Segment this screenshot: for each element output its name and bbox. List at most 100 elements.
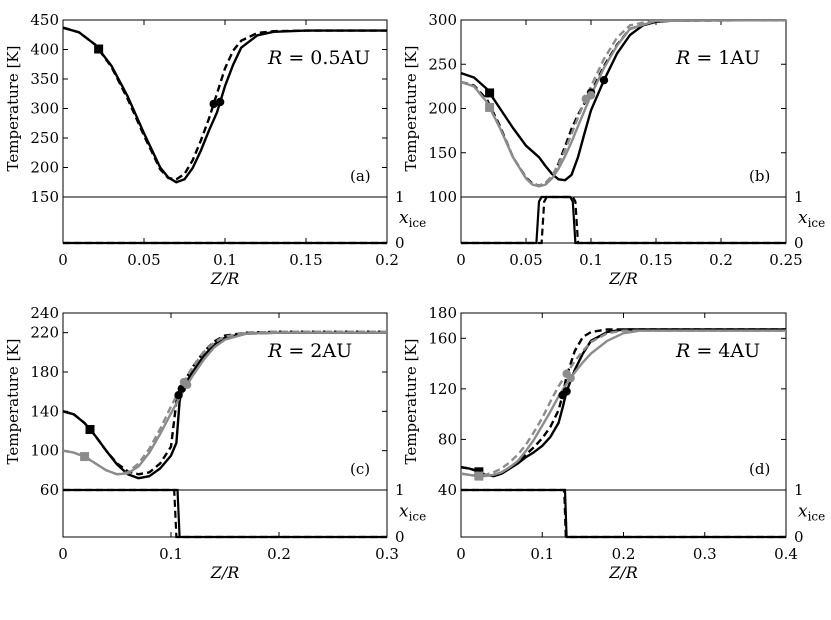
y-axis-label: Temperature [K]: [402, 46, 420, 172]
temperature-series-group: [461, 20, 786, 188]
x-tick-label: 0.1: [213, 251, 237, 269]
x-tick-label: 0.3: [693, 545, 717, 563]
series-line-black-dashed: [63, 330, 387, 476]
x-tick-label: 0.2: [612, 545, 636, 563]
ice-axis-label: xice: [399, 502, 426, 524]
circle-marker: [215, 97, 225, 107]
ice-tick-label: 1: [794, 188, 804, 206]
y-tick-label: 180: [30, 363, 59, 381]
x-tick-label: 0.2: [375, 251, 399, 269]
panel-label: (b): [749, 167, 770, 185]
y-tick-label: 160: [428, 329, 457, 347]
x-tick-label: 0.1: [530, 545, 554, 563]
ice-line-x_ice-solid: [461, 488, 786, 539]
temperature-series-group: [461, 328, 786, 478]
x-tick-label: 0: [58, 251, 68, 269]
x-axis-label: Z/R: [210, 563, 240, 582]
x-tick-label: 0: [58, 545, 68, 563]
ice-axis-label: xice: [798, 502, 825, 524]
ice-axes-frame: [62, 489, 388, 538]
series-line-model-dashed: [63, 26, 387, 181]
x-tick-label: 0.1: [159, 545, 183, 563]
y-axis-label: Temperature [K]: [402, 339, 420, 465]
ice-axis-label: xice: [399, 208, 426, 230]
y-tick-label: 150: [428, 144, 457, 162]
circle-marker: [209, 99, 218, 109]
square-marker: [474, 471, 484, 481]
square-marker: [485, 88, 495, 98]
ice-axes-frame: [460, 489, 787, 538]
temperature-series-group: [63, 26, 387, 184]
series-line-gray-dashed: [461, 329, 786, 478]
y-tick-label: 80: [438, 430, 457, 448]
circle-marker: [179, 377, 189, 387]
y-tick-label: 450: [30, 11, 59, 29]
x-tick-label: 0: [456, 251, 466, 269]
y-tick-label: 400: [30, 41, 59, 59]
y-tick-label: 150: [30, 188, 59, 206]
x-tick-label: 0.3: [375, 545, 399, 563]
y-tick-label: 250: [30, 129, 59, 147]
x-tick-label: 0.05: [127, 251, 160, 269]
radius-annotation: R = 1AU: [675, 47, 760, 69]
ice-line-x_ice-solid: [63, 488, 387, 539]
y-tick-label: 180: [428, 304, 457, 322]
y-tick-label: 140: [30, 402, 59, 420]
y-tick-label: 240: [30, 304, 59, 322]
series-line-gray-dashed: [461, 20, 786, 187]
ice-tick-label: 0: [794, 234, 804, 252]
x-tick-label: 0.05: [509, 251, 542, 269]
radius-annotation: R = 2AU: [267, 340, 352, 362]
panel-label: (a): [350, 167, 371, 185]
ice-axes-frame: [62, 196, 388, 244]
x-tick-label: 0: [456, 545, 466, 563]
x-tick-label: 0.1: [579, 251, 603, 269]
ice-series-group: [461, 488, 786, 539]
x-tick-label: 0.15: [639, 251, 672, 269]
y-tick-label: 40: [438, 481, 457, 499]
x-axis-label: Z/R: [210, 269, 240, 288]
x-tick-label: 0.15: [289, 251, 322, 269]
ice-tick-label: 1: [395, 481, 405, 499]
ice-tick-label: 1: [794, 481, 804, 499]
x-axis-label: Z/R: [608, 563, 638, 582]
series-line-black-solid: [461, 20, 786, 182]
ice-line-x_ice-dashed: [461, 195, 786, 245]
square-marker: [485, 102, 495, 112]
square-marker: [80, 452, 90, 462]
y-axis-label: Temperature [K]: [4, 46, 22, 172]
ice-line-x_ice-dashed: [461, 488, 786, 539]
y-tick-label: 220: [30, 324, 59, 342]
y-tick-label: 60: [40, 481, 59, 499]
y-tick-label: 200: [30, 159, 59, 177]
y-tick-label: 200: [428, 100, 457, 118]
ice-tick-label: 0: [395, 234, 405, 252]
ice-series-group: [461, 195, 786, 245]
square-marker: [94, 44, 104, 54]
y-axis-label: Temperature [K]: [4, 339, 22, 465]
ice-axes-frame: [460, 196, 787, 244]
x-tick-label: 0.2: [709, 251, 733, 269]
x-tick-label: 0.2: [267, 545, 291, 563]
ice-line-x_ice-dashed: [63, 488, 387, 539]
ice-series-group: [63, 488, 387, 539]
circle-marker: [174, 391, 183, 400]
x-tick-label: 0.25: [769, 251, 802, 269]
panel-label: (d): [749, 460, 770, 478]
ice-tick-label: 0: [395, 528, 405, 546]
y-tick-label: 100: [30, 442, 59, 460]
radius-annotation: R = 0.5AU: [267, 47, 370, 69]
y-tick-label: 350: [30, 70, 59, 88]
circle-marker: [581, 94, 590, 103]
series-line-gray-solid: [461, 329, 786, 478]
ice-axis-label: xice: [798, 208, 825, 230]
y-tick-label: 100: [428, 188, 457, 206]
y-tick-label: 300: [30, 100, 59, 118]
x-tick-label: 0.4: [774, 545, 798, 563]
series-line-model-solid: [63, 26, 387, 184]
